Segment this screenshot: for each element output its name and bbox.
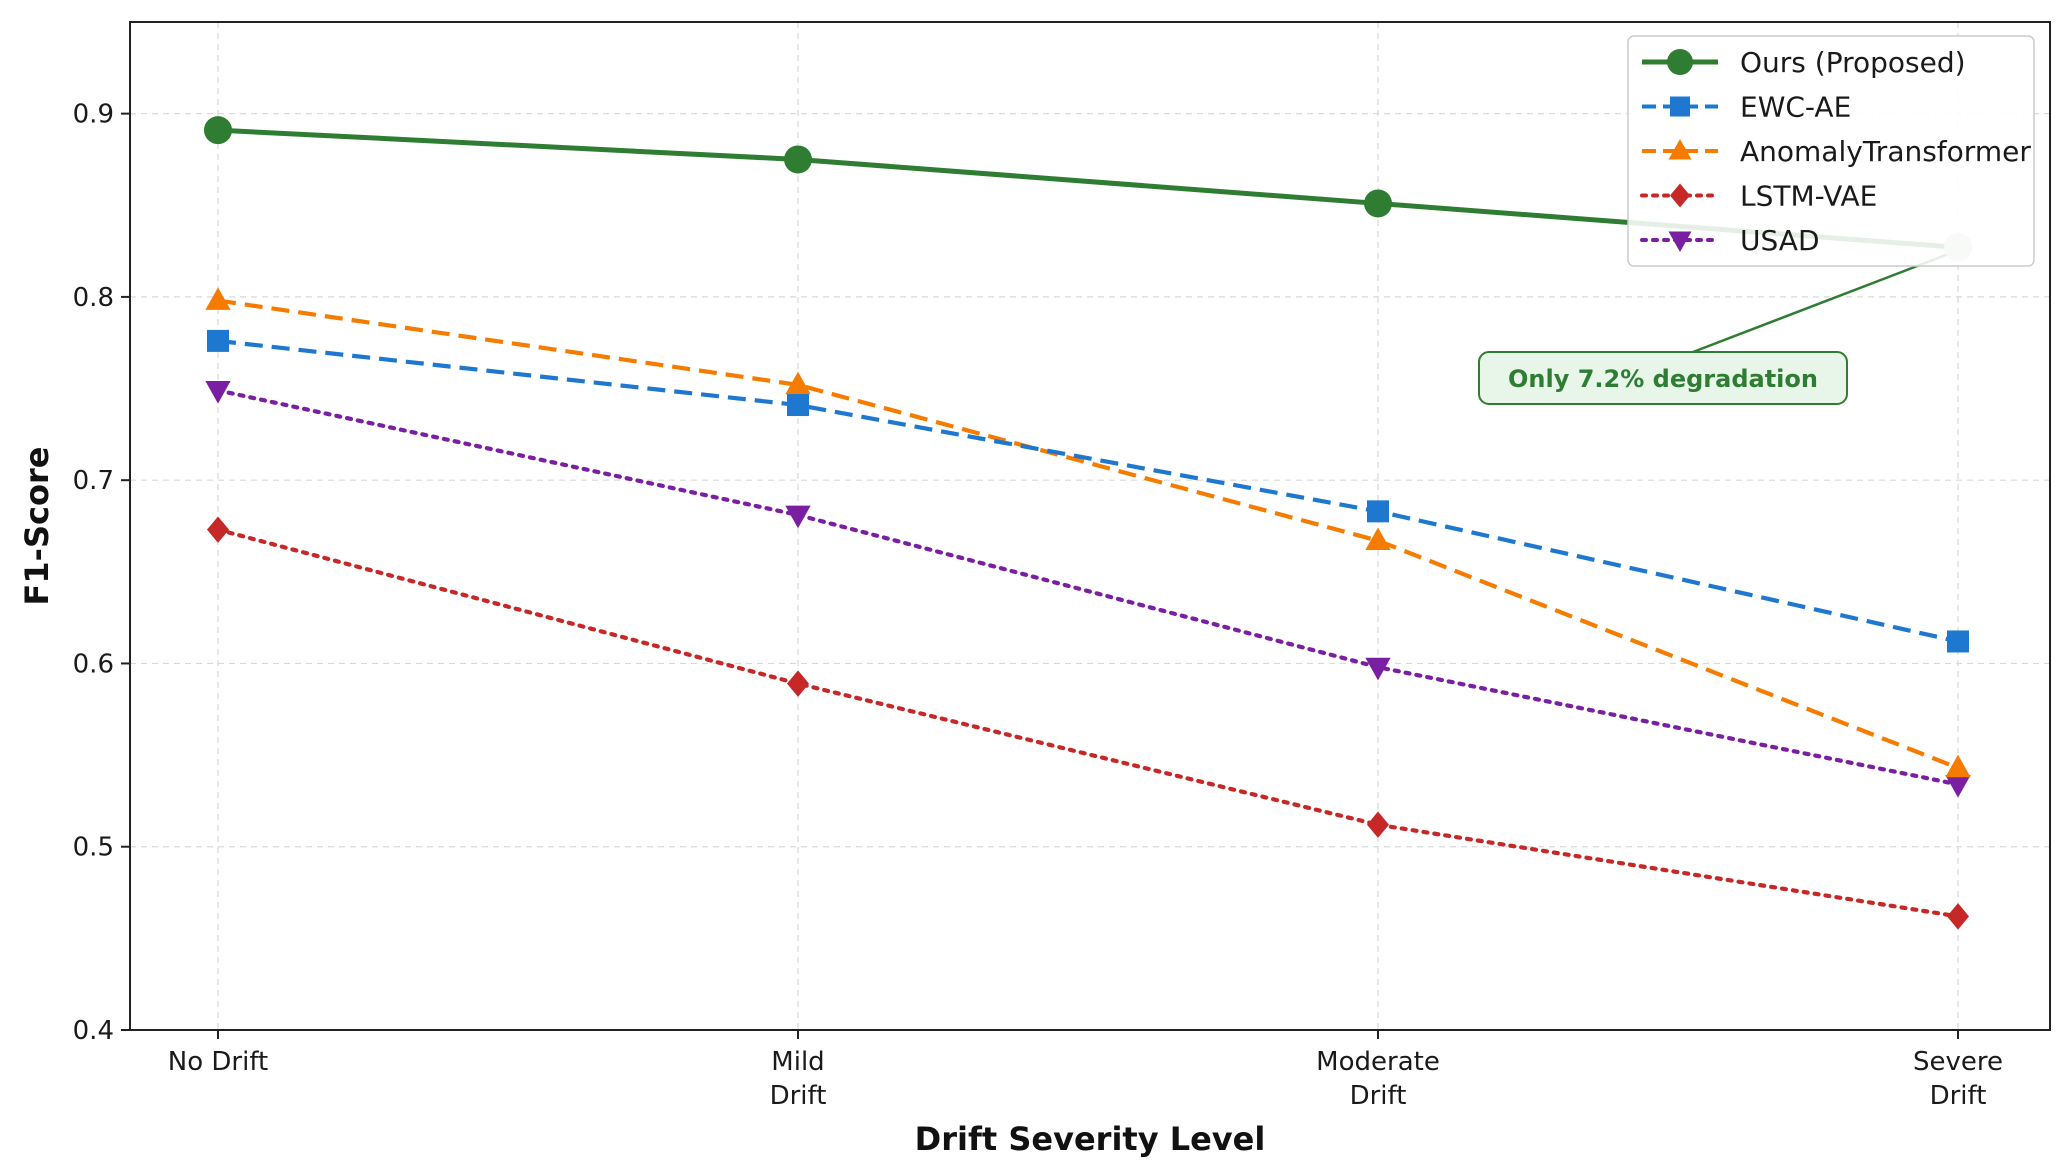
y-tick-label: 0.7 [73,466,114,496]
marker-square [1367,500,1389,523]
marker-triangle-up [1365,527,1391,551]
marker-square [1947,630,1969,653]
marker-triangle-up [785,371,811,395]
marker-circle [1364,189,1392,218]
annotation-arrow [1692,252,1951,354]
x-axis-title: Drift Severity Level [915,1120,1266,1158]
marker-circle [204,116,232,145]
x-tick-label-line: Drift [770,1081,827,1111]
y-tick-label: 0.5 [73,833,114,863]
x-tick-label: Mild Drift [770,1047,827,1111]
x-tick-label-line: Drift [1350,1081,1407,1111]
series-line [215,388,1961,787]
legend-item: EWC-AE [1642,91,1851,124]
legend-label: AnomalyTransformer [1740,135,2031,168]
series-lstm-vae [207,516,1969,930]
y-tick-label: 0.6 [73,649,114,679]
legend-label: EWC-AE [1740,91,1851,124]
marker-triangle-down [1668,231,1692,252]
plot-frame [129,21,2051,1031]
x-tick-label: No Drift [168,1047,268,1077]
marker-triangle-down [1945,775,1971,798]
marker-triangle-down [205,381,231,404]
marker-diamond [787,670,809,697]
series-line [217,338,1959,644]
axis-ticks: 0.40.50.60.70.80.9No Drift Mild DriftModer… [73,100,2003,1111]
legend-item: Ours (Proposed) [1642,46,1966,79]
legend-item: LSTM-VAE [1640,180,1877,213]
y-tick-label: 0.4 [73,1016,114,1046]
marker-square [1670,96,1690,117]
marker-square [207,329,229,352]
series-line [215,527,1961,919]
legend-label: Ours (Proposed) [1740,46,1966,79]
series-line [217,298,1959,770]
x-tick-label-line: Drift [1930,1081,1987,1111]
x-tick-label-line: No Drift [168,1047,268,1077]
marker-diamond [1670,183,1690,208]
marker-circle [1667,49,1693,75]
annotation-text: Only 7.2% degradation [1508,365,1818,393]
marker-circle [784,145,812,174]
marker-triangle-up [1668,139,1692,160]
marker-triangle-down [1365,657,1391,681]
marker-diamond [207,516,229,543]
marker-diamond [1367,811,1389,838]
legend-item: USAD [1640,224,1820,257]
legend: Ours (Proposed) EWC-AE AnomalyTransformer L… [1627,35,2035,267]
series-ewc-ae [207,329,1969,653]
series-usad [205,381,1971,798]
x-tick-label: Moderate Drift [1316,1047,1440,1111]
legend-item: AnomalyTransformer [1642,135,2031,168]
x-tick-label-line: Mild [771,1047,824,1077]
marker-triangle-up [205,287,231,310]
legend-box [1627,35,2035,267]
marker-triangle-up [1945,754,1971,778]
series-anomalytransformer [205,287,1971,778]
y-tick-label: 0.9 [73,100,114,130]
x-tick-label-line: Severe [1913,1047,2003,1077]
marker-diamond [1947,903,1969,930]
y-axis-title: F1-Score [18,447,56,606]
series-group [204,116,1972,930]
grid-lines [130,22,2050,1031]
legend-label: USAD [1740,224,1820,257]
y-tick-label: 0.8 [73,283,114,313]
marker-triangle-down [785,505,811,529]
legend-label: LSTM-VAE [1740,180,1877,213]
x-tick-label: Severe Drift [1913,1047,2003,1111]
x-tick-label-line: Moderate [1316,1047,1440,1077]
annotation-box [1478,351,1848,405]
marker-square [787,394,809,417]
